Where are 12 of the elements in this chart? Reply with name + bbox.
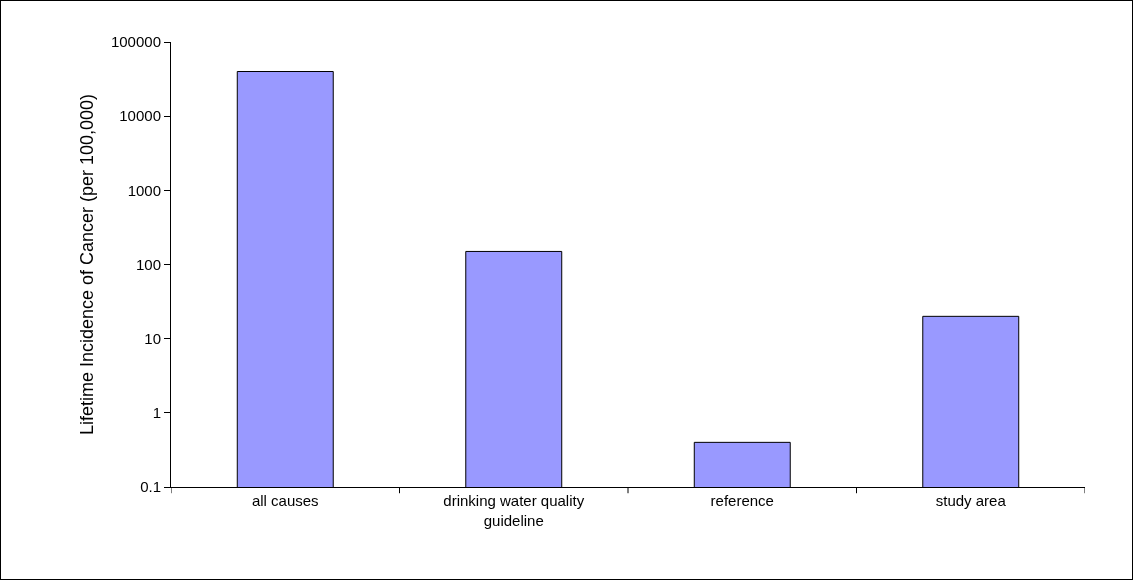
- x-tick-label: reference: [710, 492, 774, 509]
- y-tick-label: 10: [144, 329, 161, 347]
- y-tick-label: 1: [152, 404, 161, 422]
- x-tick-label: study area: [935, 492, 1007, 509]
- x-tick-label: drinking water quality guideline: [443, 492, 585, 529]
- y-tick-label: 10000: [119, 107, 161, 125]
- y-axis-title: Lifetime Incidence of Cancer (per 100,000): [77, 93, 98, 436]
- x-tick-label: all causes: [251, 492, 319, 509]
- y-tick-label: 1000: [127, 181, 161, 199]
- y-tick-label: 100000: [110, 33, 161, 51]
- y-tick-label: 100: [135, 255, 161, 273]
- y-tick-label: 0.1: [140, 478, 161, 496]
